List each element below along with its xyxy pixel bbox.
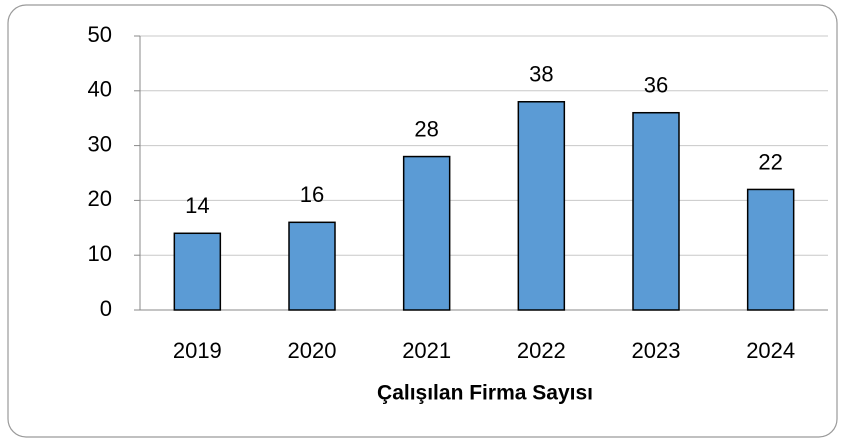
y-tick-label: 40 (88, 77, 112, 102)
data-label: 36 (644, 73, 668, 98)
data-label: 16 (300, 182, 324, 207)
y-tick-label: 0 (100, 296, 112, 321)
data-label: 14 (185, 193, 209, 218)
x-tick-label: 2021 (402, 338, 451, 363)
data-label: 28 (414, 116, 438, 141)
y-tick-label: 10 (88, 241, 112, 266)
data-label: 22 (758, 149, 782, 174)
data-label: 38 (529, 62, 553, 87)
y-tick-label: 30 (88, 131, 112, 156)
bar (746, 188, 795, 311)
y-tick-label: 20 (88, 186, 112, 211)
bar (517, 101, 566, 311)
x-tick-label: 2019 (173, 338, 222, 363)
x-tick-label: 2020 (288, 338, 337, 363)
bar (173, 232, 222, 311)
x-axis-label: Çalışılan Firma Sayısı (377, 382, 593, 405)
x-tick-label: 2022 (517, 338, 566, 363)
x-tick-label: 2024 (746, 338, 795, 363)
y-tick-label: 50 (88, 22, 112, 47)
bar (632, 111, 680, 311)
bar (402, 155, 451, 311)
bar (288, 221, 336, 311)
x-tick-label: 2023 (632, 338, 681, 363)
